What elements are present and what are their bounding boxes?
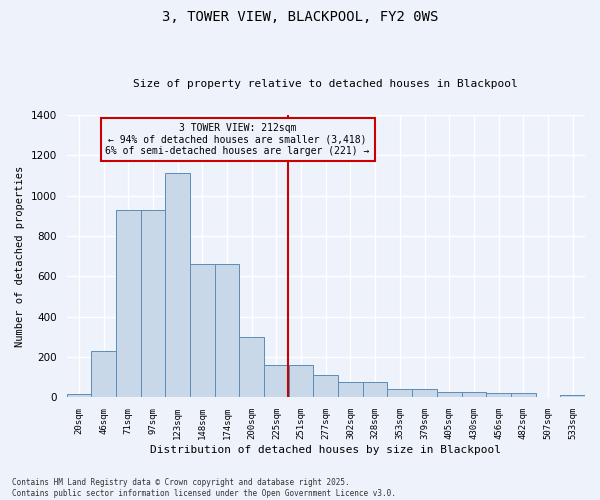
Bar bbox=[388, 390, 412, 398]
Bar bbox=[313, 376, 338, 398]
Bar bbox=[140, 210, 165, 398]
Bar bbox=[239, 337, 264, 398]
Bar bbox=[116, 210, 140, 398]
X-axis label: Distribution of detached houses by size in Blackpool: Distribution of detached houses by size … bbox=[150, 445, 501, 455]
Bar bbox=[165, 174, 190, 398]
Bar bbox=[338, 382, 363, 398]
Bar bbox=[289, 365, 313, 398]
Bar bbox=[437, 392, 461, 398]
Y-axis label: Number of detached properties: Number of detached properties bbox=[15, 166, 25, 347]
Text: 3, TOWER VIEW, BLACKPOOL, FY2 0WS: 3, TOWER VIEW, BLACKPOOL, FY2 0WS bbox=[162, 10, 438, 24]
Bar bbox=[486, 394, 511, 398]
Bar bbox=[412, 390, 437, 398]
Text: Contains HM Land Registry data © Crown copyright and database right 2025.
Contai: Contains HM Land Registry data © Crown c… bbox=[12, 478, 396, 498]
Bar bbox=[560, 396, 585, 398]
Bar bbox=[363, 382, 388, 398]
Bar bbox=[215, 264, 239, 398]
Bar bbox=[190, 264, 215, 398]
Bar bbox=[461, 392, 486, 398]
Bar bbox=[67, 394, 91, 398]
Text: 3 TOWER VIEW: 212sqm
← 94% of detached houses are smaller (3,418)
6% of semi-det: 3 TOWER VIEW: 212sqm ← 94% of detached h… bbox=[106, 124, 370, 156]
Bar bbox=[91, 351, 116, 398]
Bar bbox=[264, 365, 289, 398]
Bar bbox=[511, 394, 536, 398]
Title: Size of property relative to detached houses in Blackpool: Size of property relative to detached ho… bbox=[133, 79, 518, 89]
